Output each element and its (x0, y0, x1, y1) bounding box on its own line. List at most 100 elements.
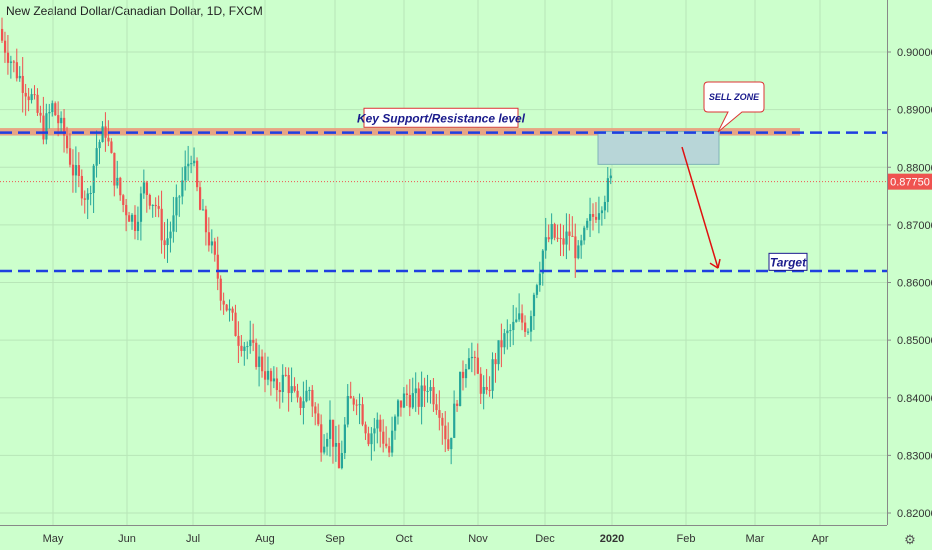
candle-body (210, 241, 214, 246)
candle-body (54, 103, 57, 116)
candle-body (263, 371, 267, 380)
x-tick-label: Sep (325, 533, 345, 545)
candle-body (89, 193, 92, 195)
candle-body (521, 313, 524, 323)
candle-body (518, 313, 521, 320)
candle-body (562, 238, 565, 245)
candle-body (234, 312, 237, 336)
candle-body (583, 227, 586, 241)
candle-body (382, 431, 385, 444)
candle-body (553, 224, 556, 238)
candle-body (589, 214, 592, 221)
candle-body (535, 285, 539, 295)
candle-body (63, 117, 66, 136)
candle-body (39, 112, 42, 116)
candle-body (151, 204, 154, 206)
candle-body (411, 393, 414, 408)
candle-body (609, 175, 612, 179)
candle-body (125, 204, 128, 216)
candle-body (258, 356, 261, 367)
candle-body (417, 388, 420, 407)
candle-body (228, 308, 231, 311)
candle-body (503, 333, 506, 348)
candle-body (370, 433, 373, 445)
candle-body (571, 235, 574, 237)
x-tick-label: Jun (118, 533, 136, 545)
candle-body (485, 386, 488, 390)
candle-body (139, 193, 143, 222)
candle-body (184, 166, 187, 181)
candle-body (323, 446, 326, 453)
x-tick-label: Oct (395, 533, 412, 545)
last-price-badge (888, 173, 932, 190)
candle-body (340, 453, 344, 469)
candle-body (27, 96, 30, 101)
sell-arrow-line (681, 146, 719, 269)
candle-body (331, 419, 335, 447)
candle-body (444, 425, 447, 440)
candle-body (524, 322, 527, 332)
chart-title: New Zealand Dollar/Canadian Dollar, 1D, … (6, 4, 263, 18)
candle-body (284, 374, 287, 376)
candle-body (6, 52, 10, 63)
candle-body (396, 400, 400, 417)
candle-body (329, 419, 332, 439)
candle-body (246, 346, 249, 348)
candle-body (476, 357, 479, 374)
candle-body (107, 137, 110, 142)
candle-body (57, 115, 60, 124)
candle-body (506, 330, 509, 334)
candle-body (509, 330, 512, 332)
candle-body (488, 389, 491, 391)
last-price-label: 0.87750 (890, 177, 930, 189)
candle-body (606, 178, 609, 202)
candle-body (133, 214, 137, 232)
candle-body (364, 424, 367, 434)
candle-body (113, 152, 116, 186)
sell-zone-callout (703, 81, 765, 133)
candle-body (482, 386, 485, 394)
x-tick-label: 2020 (600, 533, 624, 545)
resistance-label-box (363, 107, 519, 128)
candle-body (441, 417, 444, 426)
candle-body (51, 103, 54, 113)
candle-body (479, 373, 482, 394)
candle-body (86, 193, 89, 200)
candle-body (110, 141, 113, 153)
candle-body (169, 231, 172, 239)
candle-body (529, 316, 533, 332)
candle-body (66, 135, 69, 149)
candle-body (172, 215, 175, 232)
candles-layer (1, 17, 612, 470)
candle-body (308, 389, 311, 391)
sell-zone-box (597, 131, 720, 165)
candle-body (367, 433, 370, 445)
candle-body (207, 232, 211, 246)
candle-body (385, 443, 388, 447)
candle-body (388, 446, 391, 453)
candle-body (222, 300, 225, 305)
candle-body (467, 358, 471, 370)
candle-body (3, 40, 7, 53)
candle-body (36, 94, 39, 113)
candle-body (163, 240, 166, 246)
candle-body (74, 165, 78, 176)
candle-body (547, 237, 550, 240)
sell-arrow-head (709, 258, 721, 269)
candle-body (142, 182, 146, 194)
candle-body (337, 443, 341, 469)
candle-body (83, 198, 86, 200)
candle-body (556, 237, 559, 239)
settings-gear-icon[interactable]: ⚙ (904, 532, 916, 547)
candle-body (420, 385, 423, 407)
candle-body (45, 113, 48, 140)
candle-body (15, 62, 18, 79)
candle-body (48, 112, 51, 114)
candle-body (399, 400, 403, 408)
